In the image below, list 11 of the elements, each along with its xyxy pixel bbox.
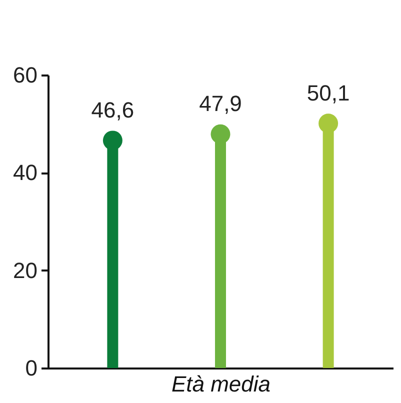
data-label: 47,9 [199,91,242,116]
y-tick-label: 40 [13,160,38,186]
y-tick-label: 0 [25,356,38,380]
data-label: 50,1 [306,80,350,106]
point [318,114,338,134]
y-tick-label: 60 [13,62,38,88]
y-tick-label: 20 [13,258,38,283]
x-axis-title: Età media [171,372,271,396]
data-label: 46,6 [91,97,134,122]
point [210,124,230,144]
point [102,130,122,150]
